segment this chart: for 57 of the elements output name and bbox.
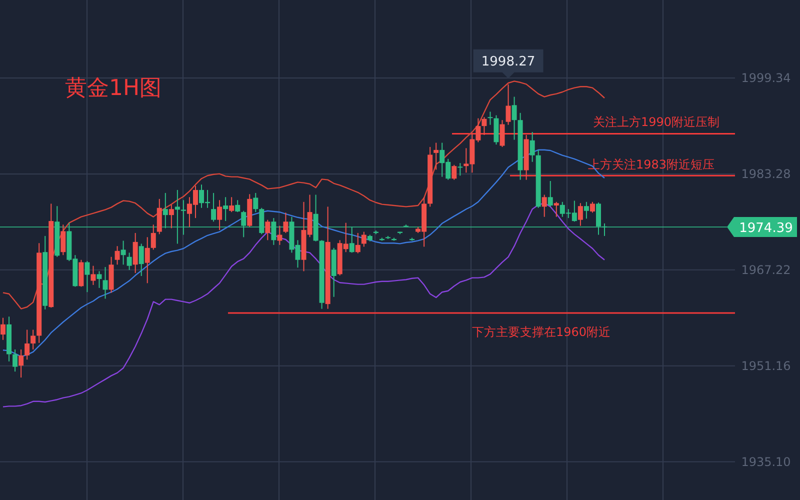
candlestick — [156, 198, 162, 235]
y-tick-label: 1967.22 — [741, 262, 791, 277]
candlestick — [0, 317, 6, 340]
candlestick — [542, 194, 547, 218]
y-tick-label: 1951.16 — [741, 358, 791, 373]
y-tick-label: 1983.28 — [741, 166, 791, 181]
candlestick — [84, 260, 90, 293]
candlestick — [361, 231, 366, 248]
candlestick — [590, 201, 595, 214]
candlestick — [277, 225, 282, 246]
candlestick — [355, 232, 360, 254]
candlestick — [90, 265, 96, 286]
candlestick — [434, 142, 439, 170]
candlestick — [138, 243, 144, 276]
candlestick — [217, 200, 222, 230]
candlestick — [548, 180, 553, 208]
candlestick — [150, 224, 156, 250]
candlestick — [235, 200, 240, 213]
candlestick — [554, 201, 559, 218]
y-tick-label: 1935.10 — [741, 454, 791, 469]
candlestick — [283, 212, 288, 234]
candlestick — [132, 232, 138, 274]
annotation: 1998.27 — [481, 54, 536, 70]
text: 黄金1H图 — [65, 76, 162, 101]
candlestick — [506, 84, 511, 126]
y-tick-label: 1999.34 — [741, 71, 791, 86]
candlestick — [253, 192, 258, 213]
candlestick — [229, 196, 234, 213]
candlestick — [458, 162, 463, 176]
ref-line-label: 关注上方1990附近压制 — [593, 114, 720, 129]
candlestick — [488, 111, 493, 126]
candlestick — [512, 96, 517, 140]
ref-line-label: 下方主要支撑在1960附近 — [472, 325, 611, 340]
candlestick — [120, 240, 126, 266]
candlestick — [24, 329, 30, 360]
candlestick — [482, 116, 487, 136]
candlestick — [530, 132, 535, 162]
candlestick — [144, 236, 150, 284]
candlestick — [168, 204, 174, 229]
candlestick — [126, 252, 132, 271]
candlestick — [500, 120, 505, 148]
candlestick — [102, 266, 108, 300]
candlestick — [78, 259, 84, 288]
candlestick — [30, 329, 36, 350]
candlestick — [18, 348, 24, 378]
candlestick — [96, 270, 102, 288]
candlestick — [494, 114, 499, 146]
candlestick — [211, 192, 216, 222]
candlestick — [452, 164, 457, 180]
candlestick — [578, 202, 583, 226]
candlestick — [60, 224, 66, 256]
candlestick — [265, 219, 270, 241]
candlestick — [223, 196, 228, 222]
candlestick — [12, 348, 18, 372]
candlestick — [114, 246, 120, 266]
ref-line-label: 1974.39 — [739, 221, 793, 236]
candlestick — [584, 201, 589, 220]
